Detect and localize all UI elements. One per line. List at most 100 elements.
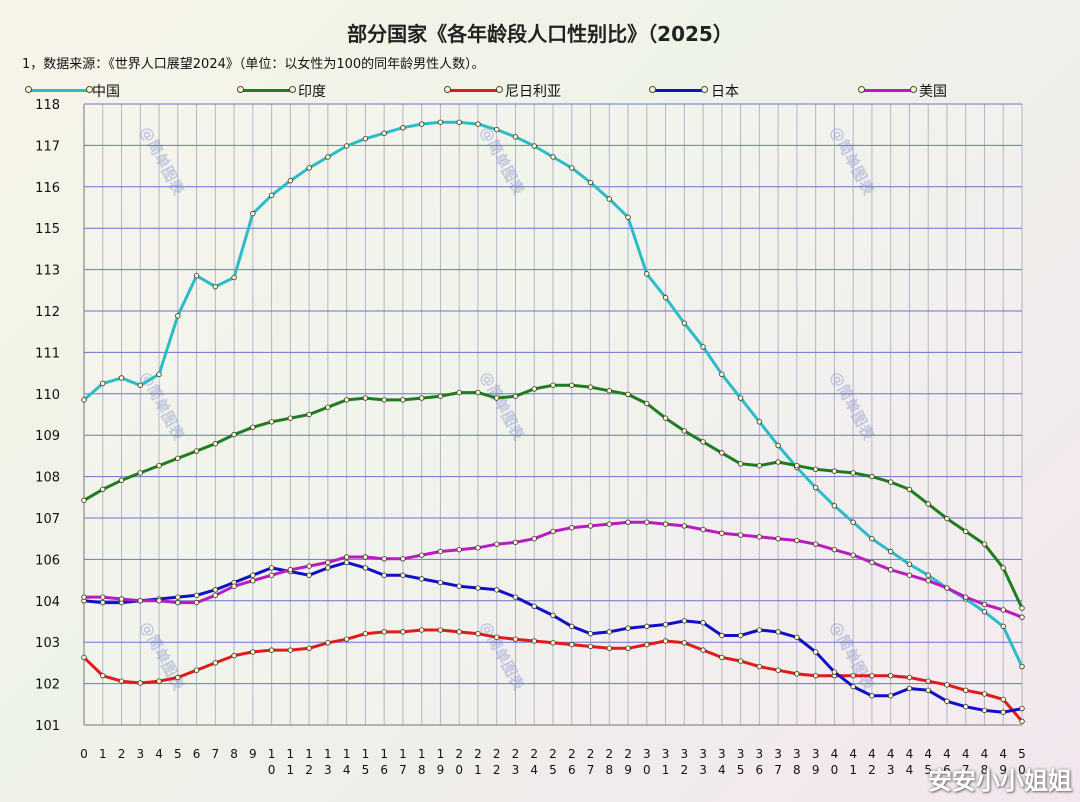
series-1-point [268,419,275,425]
series-3-point [644,623,650,630]
series-3-point [831,669,838,675]
legend-marker-icon [496,86,503,93]
series-1-point [494,395,500,401]
series-0-point [1000,623,1006,630]
x-tick-label: 0 [80,747,88,761]
series-0-point [362,136,369,142]
series-0-point [418,121,425,127]
series-2-point [925,678,931,684]
series-1-point [475,389,481,396]
series-1-point [156,462,162,469]
legend-marker-icon [289,86,296,93]
series-2-point [193,667,200,673]
series-2-point [400,629,406,635]
series-2-point [118,678,125,684]
series-1-point [418,395,425,401]
series-2-point [418,627,425,633]
series-0-point [325,154,331,160]
legend-label-nigeria: 尼日利亚 [505,84,561,100]
series-3-point [606,629,612,635]
series-0-point [1019,663,1025,670]
series-4-point [887,567,894,573]
series-1-point [587,384,594,390]
legend-marker-icon [649,86,656,93]
series-0-point [475,121,481,127]
series-3-point [268,565,275,571]
series-4-point [606,521,612,527]
series-4-point [662,521,669,527]
series-4-point [1000,607,1006,613]
legend-marker-icon [237,86,244,93]
series-3-point [306,572,312,578]
series-0-point [531,143,537,149]
series-4-point [287,567,294,573]
legend: 中国 印度 尼日利亚 日本 美国 [0,80,1080,100]
series-2-point [625,645,631,651]
series-2-point [306,645,312,651]
series-3-point [437,579,444,586]
series-0-point [569,165,575,171]
series-4-point [193,599,200,606]
x-axis-labels: 0 1 2 3 4 5 6 7 8 9 1 01 11 21 31 41 51 61 71 81 92 02 12 22 32 4… [80,747,1026,777]
series-4-point [362,554,369,560]
series-1-point [606,388,612,394]
y-tick-label: 109 [35,429,60,444]
series-3-point [362,565,369,571]
series-0-point [343,143,350,149]
y-tick-label: 106 [35,553,60,568]
series-1-point [118,477,125,483]
x-tick-label: 4 [155,747,163,761]
series-2-point [325,640,331,646]
series-1-point [381,397,387,403]
series-3-point [700,620,706,626]
series-0-point [850,519,856,525]
y-tick-label: 110 [35,388,60,403]
series-0-point [906,561,913,567]
series-3-point [794,634,800,641]
series-0-point [681,320,688,326]
series-0-point [193,272,200,279]
y-tick-label: 101 [35,719,60,734]
series-1-point [1000,565,1006,571]
series-0-point [869,536,875,542]
series-1-point [625,391,631,398]
y-tick-label: 117 [35,139,60,154]
series-3-point [944,698,950,704]
series-2-point [737,658,744,664]
series-2-point [906,674,913,681]
series-4-point [118,596,125,602]
series-1-point [812,466,819,472]
series-1-point [287,415,294,421]
series-1-point [193,448,200,454]
grid [83,103,1023,726]
series-3-point [1000,709,1006,715]
series-3-point [475,585,481,591]
series-2-point [456,629,462,635]
chart-title: 部分国家《各年龄段人口性别比》（2025） [347,22,733,46]
series-4-point [306,563,312,569]
series-1-point [569,382,575,388]
series-2-point [850,672,856,679]
series-0-point [81,397,87,403]
series-4-point [381,556,387,562]
series-4-point [906,572,913,578]
series-0-point [812,484,819,491]
legend-swatch-japan [652,89,704,92]
series-2-point [587,643,594,650]
series-4-point [831,546,838,553]
series-3-point [587,630,594,637]
series-1-point [175,455,181,462]
series-1-point [775,459,781,465]
